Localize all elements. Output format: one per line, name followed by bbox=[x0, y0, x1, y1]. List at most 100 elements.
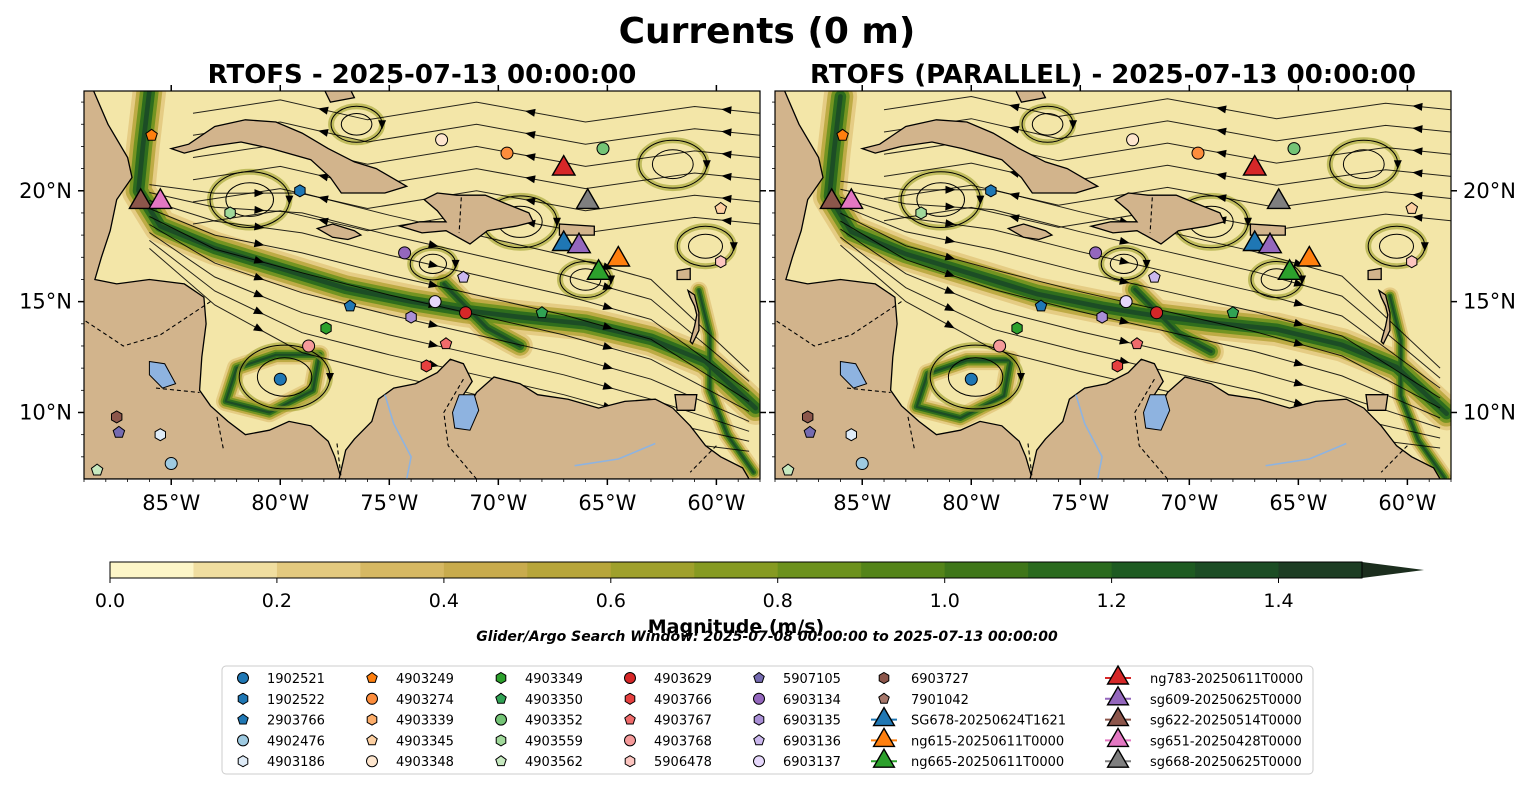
land-centralam bbox=[84, 91, 342, 479]
legend-hexagon-icon bbox=[624, 755, 636, 768]
eddy-streamline bbox=[1342, 149, 1385, 180]
colorbar-segment bbox=[610, 562, 695, 578]
streamline-arrow bbox=[1393, 160, 1402, 170]
legend-item: 4903767 bbox=[624, 713, 712, 729]
float-marker-4903349 bbox=[1011, 321, 1023, 335]
legend-pentagon-icon bbox=[495, 692, 507, 704]
lat-tick-label: 20°N bbox=[19, 179, 72, 203]
float-marker-4903768 bbox=[302, 339, 316, 353]
legend-item: 4903186 bbox=[237, 755, 325, 770]
river bbox=[1075, 394, 1103, 479]
float-marker-4903559 bbox=[224, 206, 236, 220]
eddy-streamline bbox=[947, 357, 1004, 397]
float-marker-5906478 bbox=[715, 255, 727, 269]
legend-circle-icon bbox=[366, 692, 378, 705]
legend-item: 4903350 bbox=[495, 692, 583, 708]
streamline-arrow bbox=[1293, 358, 1305, 367]
streamline-arrow bbox=[729, 242, 738, 252]
float-marker-6903134 bbox=[398, 246, 412, 260]
river bbox=[574, 442, 656, 467]
streamline-arrow bbox=[944, 252, 956, 261]
legend-box bbox=[221, 665, 1314, 775]
map-content-rtofs bbox=[84, 91, 760, 479]
legend-item: sg668-20250625T0000 bbox=[1105, 747, 1302, 770]
streamline-arrow bbox=[1412, 147, 1423, 156]
float-marker-4902476 bbox=[164, 457, 178, 470]
float-marker-4903352 bbox=[596, 142, 610, 156]
country-border bbox=[458, 197, 462, 233]
lon-tick-label: 60°W bbox=[687, 491, 745, 515]
float-marker-1902522 bbox=[294, 184, 306, 198]
legend-label: 6903136 bbox=[783, 734, 841, 749]
legend-item: 4903249 bbox=[366, 671, 454, 687]
streamline-arrow bbox=[525, 153, 536, 162]
streamline-arrow bbox=[1069, 120, 1078, 130]
streamline-arrow bbox=[1412, 191, 1423, 200]
streamline-arrow bbox=[944, 320, 955, 329]
float-marker-ng615-20250611T0000 bbox=[605, 245, 631, 267]
lake-maracaibo bbox=[1142, 394, 1171, 431]
lon-tick-label: 65°W bbox=[1269, 491, 1327, 515]
panel-title-rtofs-parallel: RTOFS (PARALLEL) - 2025-07-13 00:00:00 bbox=[810, 60, 1416, 90]
legend-label: 5906478 bbox=[654, 755, 712, 770]
eddy-streamline bbox=[1031, 113, 1064, 136]
legend-item: 4903562 bbox=[495, 755, 583, 770]
streamline-arrow bbox=[702, 160, 711, 170]
float-marker-6903727 bbox=[802, 410, 814, 424]
streamline-arrow bbox=[1293, 318, 1305, 327]
legend-label: 4903349 bbox=[525, 672, 583, 687]
colorbar-segment bbox=[276, 562, 361, 578]
streamline-arrow bbox=[721, 150, 732, 159]
streamline-arrow bbox=[525, 130, 536, 139]
map-axes-rtofs-parallel: 85°W 80°W 75°W 70°W 65°W 60°W 20°N 15°N 10°N bbox=[769, 85, 1516, 515]
legend-circle-icon bbox=[624, 734, 636, 747]
streamline-arrow bbox=[553, 217, 561, 227]
float-marker-6903137 bbox=[1119, 295, 1133, 309]
country-border bbox=[1027, 443, 1033, 479]
eddy-streamline bbox=[916, 182, 966, 217]
legend-item: SG678-20250624T1621 bbox=[871, 706, 1066, 729]
legend-item: 6903727 bbox=[878, 671, 969, 687]
land-bahamas bbox=[1015, 91, 1047, 103]
colorbar-tick-label: 1.4 bbox=[1263, 590, 1293, 612]
streamline-arrow bbox=[602, 362, 614, 370]
legend-pentagon-icon bbox=[366, 671, 378, 683]
streamline-arrow bbox=[253, 272, 265, 281]
legend-item: 4903348 bbox=[366, 755, 454, 770]
streamline-arrow bbox=[428, 280, 439, 289]
streamline-arrow bbox=[1244, 217, 1252, 227]
streamline-arrow bbox=[721, 217, 732, 226]
float-marker-4903249 bbox=[836, 128, 849, 141]
legend-label: 4903186 bbox=[267, 755, 325, 770]
map-frame-rtofs-parallel bbox=[774, 90, 1452, 480]
map-content-rtofs-parallel bbox=[775, 91, 1451, 479]
legend-label: 4902476 bbox=[267, 734, 325, 749]
country-border bbox=[336, 443, 342, 479]
lat-tick-label: 15°N bbox=[19, 290, 72, 314]
lat-tick-label: 20°N bbox=[1463, 179, 1516, 203]
float-marker-4903350 bbox=[535, 306, 549, 319]
eddy-streamline bbox=[256, 357, 313, 397]
legend-label: ng783-20250611T0000 bbox=[1150, 672, 1303, 687]
lon-tick-label: 85°W bbox=[833, 491, 891, 515]
streamline-arrow bbox=[525, 197, 536, 206]
float-marker-4903186 bbox=[845, 428, 857, 442]
streamline-arrow bbox=[1119, 256, 1130, 265]
country-border bbox=[155, 387, 200, 394]
legend-label: sg651-20250428T0000 bbox=[1150, 734, 1302, 749]
legend-hexagon-icon bbox=[237, 755, 249, 768]
float-marker-sg651-20250428T0000 bbox=[838, 187, 864, 210]
streamline-arrow bbox=[254, 205, 265, 214]
streamline bbox=[192, 188, 760, 212]
legend-hexagon-icon bbox=[878, 671, 890, 685]
legend-label: 4903766 bbox=[654, 693, 712, 708]
float-marker-ng665-20250611T0000 bbox=[586, 258, 612, 280]
land-cuba bbox=[859, 119, 1100, 194]
streamline-arrow bbox=[1009, 192, 1020, 200]
float-marker-4903562 bbox=[781, 463, 795, 476]
streamline-arrow bbox=[976, 195, 985, 205]
legend-label: 4903274 bbox=[396, 693, 454, 708]
current-band bbox=[442, 282, 522, 348]
float-marker-sg622-20250514T0000 bbox=[128, 187, 154, 210]
